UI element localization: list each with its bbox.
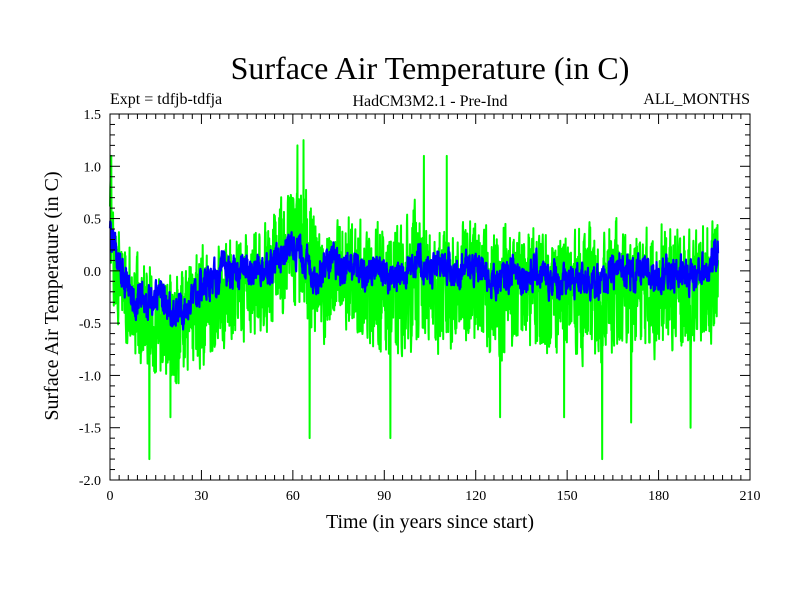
x-tick-label: 90 xyxy=(377,489,391,504)
chart-subtitle-center: HadCM3M2.1 - Pre-Ind xyxy=(352,93,507,110)
y-tick-label: -1.0 xyxy=(79,369,101,384)
y-tick-label: 0.0 xyxy=(84,265,102,280)
series-layer xyxy=(108,139,720,461)
y-tick-label: 1.0 xyxy=(84,160,102,175)
chart-title: Surface Air Temperature (in C) xyxy=(231,50,630,86)
y-tick-label: -2.0 xyxy=(79,474,101,489)
x-tick-label: 30 xyxy=(194,489,208,504)
x-tick-label: 210 xyxy=(740,489,761,504)
x-tick-label: 120 xyxy=(465,489,486,504)
chart-subtitle-right: ALL_MONTHS xyxy=(643,91,750,108)
x-tick-label: 60 xyxy=(286,489,300,504)
chart-subtitle-left: Expt = tdfjb-tdfja xyxy=(110,91,222,108)
x-tick-label: 180 xyxy=(648,489,669,504)
y-tick-label: 1.5 xyxy=(84,108,102,123)
y-tick-label: 0.5 xyxy=(84,213,102,228)
x-tick-label: 0 xyxy=(107,489,114,504)
x-tick-label: 150 xyxy=(557,489,578,504)
series-line-annual xyxy=(108,220,720,331)
y-axis-label: Surface Air Temperature (in C) xyxy=(41,171,63,420)
axis-layer: 0 30 60 90 120 150 180 210 -2.0 -1.5 -1.0 -0.5 0.0 0.… xyxy=(79,108,761,504)
y-tick-label: -0.5 xyxy=(79,317,101,332)
x-axis-label: Time (in years since start) xyxy=(326,511,534,533)
y-tick-label: -1.5 xyxy=(79,422,101,437)
